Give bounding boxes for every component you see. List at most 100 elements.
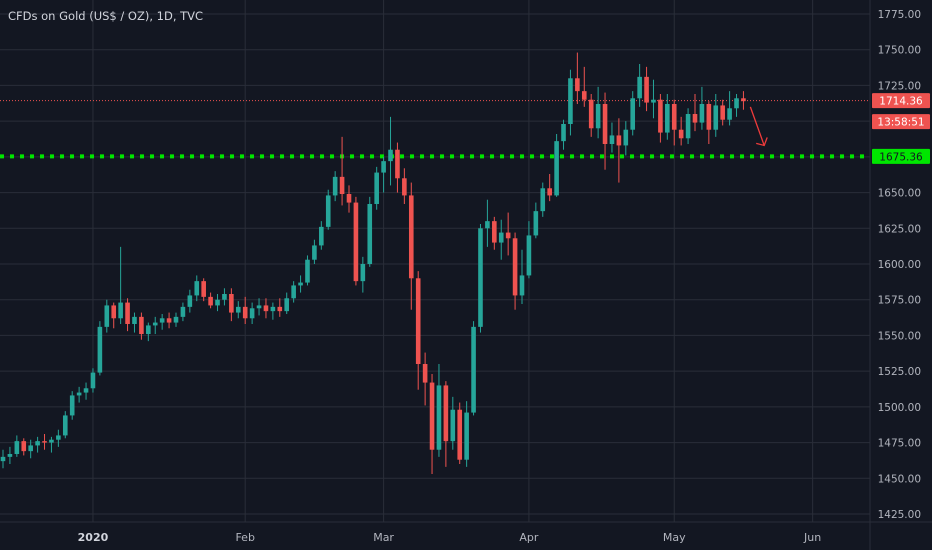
candle — [152, 316, 158, 334]
candle-body — [734, 98, 739, 109]
candle-body — [291, 285, 296, 299]
candle — [436, 364, 442, 457]
candle-body — [166, 318, 172, 323]
candle — [374, 166, 379, 210]
candle-body — [588, 99, 594, 129]
candle — [713, 94, 719, 137]
candle — [208, 292, 213, 309]
time-axis[interactable]: 2020 Feb Mar Apr May Jun — [0, 521, 932, 544]
candle-body — [173, 316, 179, 323]
candle-body — [720, 105, 725, 120]
candle-body — [201, 281, 206, 297]
candle — [49, 436, 54, 453]
candle-body — [450, 409, 456, 442]
svg-text:13:58:51: 13:58:51 — [877, 117, 924, 129]
candle — [422, 352, 428, 406]
candle-body — [429, 382, 435, 450]
candle — [360, 256, 366, 293]
candle — [312, 239, 317, 264]
countdown-tag: 13:58:51 — [872, 114, 930, 130]
candle-body — [471, 326, 476, 413]
candle-body — [284, 298, 290, 312]
candle — [457, 402, 463, 464]
svg-text:1714.36: 1714.36 — [879, 96, 923, 108]
candle — [132, 312, 137, 333]
candle-body — [42, 441, 47, 443]
time-tick-label: Feb — [235, 531, 254, 544]
candle-body — [159, 318, 165, 323]
chart-grid — [0, 0, 870, 522]
candle — [678, 116, 684, 146]
price-tick-label: 1475.00 — [878, 438, 921, 450]
candle-body — [713, 105, 719, 130]
candle — [658, 94, 663, 143]
chart-title: CFDs on Gold (US$ / OZ), 1D, TVC — [8, 9, 203, 23]
candle — [325, 189, 331, 230]
candle — [125, 298, 130, 332]
candle-body — [568, 78, 573, 124]
candle-body — [325, 195, 331, 227]
candle-body — [644, 76, 649, 103]
candle — [699, 86, 705, 130]
candle — [56, 429, 61, 447]
candle — [395, 142, 400, 193]
candle-body — [353, 202, 359, 282]
candle-body — [62, 415, 68, 436]
candle — [671, 99, 677, 146]
candle — [194, 275, 200, 302]
candle-body — [235, 306, 241, 313]
candle-body — [28, 445, 33, 452]
candle-body — [222, 294, 227, 300]
candle-body — [194, 281, 200, 296]
candle — [242, 296, 248, 324]
candle-body — [208, 296, 213, 306]
price-tick-label: 1425.00 — [878, 509, 921, 521]
candle-body — [152, 322, 158, 326]
candle — [235, 301, 241, 319]
candle-body — [132, 316, 137, 324]
price-tick-label: 1600.00 — [878, 259, 921, 271]
candle-body — [187, 295, 193, 307]
last-price-tag: 1714.36 — [872, 93, 930, 109]
candle — [353, 196, 359, 286]
candle-body — [637, 76, 642, 99]
candle — [83, 382, 89, 400]
candle-body — [35, 441, 40, 446]
candle — [263, 298, 269, 319]
candle-body — [21, 441, 27, 452]
candle — [415, 271, 421, 390]
candle-body — [498, 232, 504, 243]
arrow-shaft — [749, 106, 765, 146]
candle — [568, 69, 573, 136]
candle — [97, 321, 103, 376]
candle — [450, 396, 456, 450]
candle-body — [56, 435, 61, 440]
candle — [76, 386, 82, 403]
candle-body — [104, 305, 110, 327]
candle — [215, 294, 220, 312]
candle-body — [332, 176, 338, 196]
candle-body — [706, 104, 712, 130]
candle — [492, 216, 497, 250]
candle — [284, 292, 290, 314]
candle — [28, 439, 33, 459]
candle-body — [277, 306, 283, 312]
arrow-head — [756, 137, 768, 147]
candle-body — [146, 325, 151, 334]
candle — [540, 182, 546, 217]
price-tick-label: 1725.00 — [878, 80, 921, 92]
candle — [90, 368, 96, 393]
candle-body — [741, 98, 746, 102]
price-tags: 1714.36 13:58:51 1675.36 — [872, 93, 930, 164]
candle-body — [547, 188, 552, 196]
candle — [249, 302, 255, 324]
candle-body — [408, 195, 414, 279]
candle — [201, 278, 206, 302]
price-tick-label: 1625.00 — [878, 223, 921, 235]
candle-body — [651, 99, 656, 103]
price-tick-label: 1750.00 — [878, 45, 921, 57]
candle-body — [381, 161, 386, 173]
candle-body — [263, 305, 269, 312]
